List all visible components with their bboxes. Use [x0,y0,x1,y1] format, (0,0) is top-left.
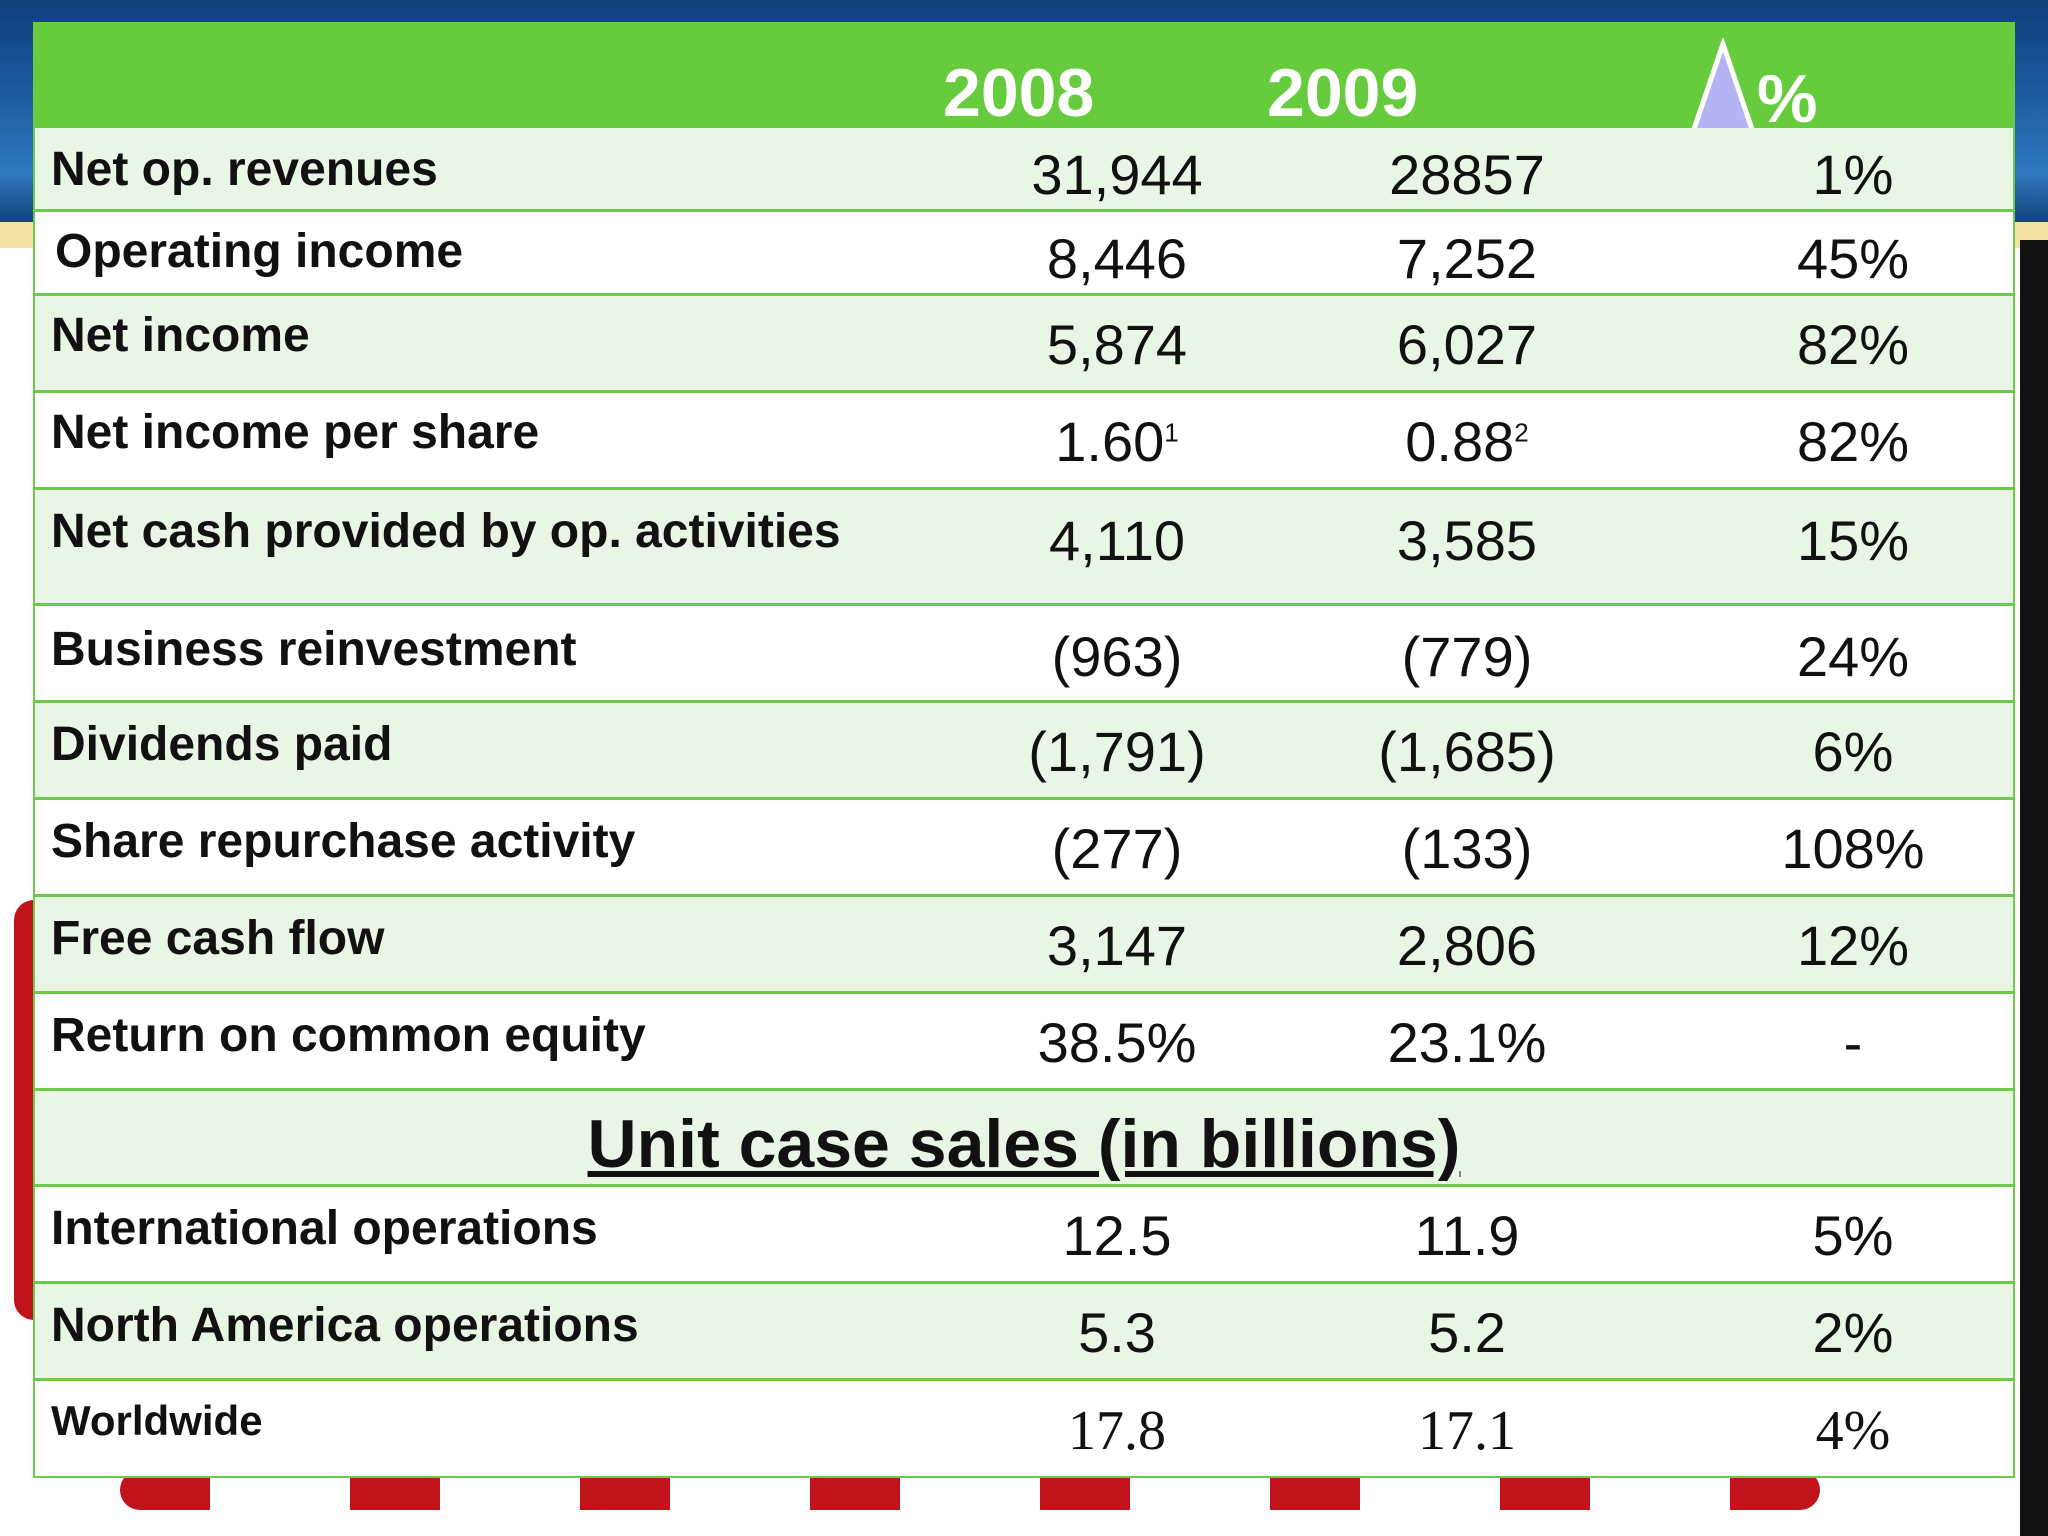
value-2009: 7,252 [1396,227,1538,290]
value-2009: 6,027 [1396,313,1538,376]
value-2008: (277) [1051,817,1183,880]
value-change: 24% [1796,625,1910,688]
row-label: Business reinvestment [51,623,577,676]
value-change: 1% [1812,143,1894,206]
table-row: Business reinvestment (963) (779) 24% [35,606,2013,703]
value-2009: 11.9 [1414,1204,1520,1267]
row-label: Dividends paid [51,718,393,771]
value-2008: 5.3 [1078,1301,1156,1364]
value-change: - [1843,1011,1863,1074]
header-2009: 2009 [1267,55,1419,131]
value-2009: (779) [1401,625,1533,688]
table-row: Operating income 8,446 7,252 45% [35,212,2013,296]
table-row: Net op. revenues 31,944 28857 1% [35,128,2013,212]
value-change: 6% [1812,720,1894,783]
row-label: Net income [51,309,310,362]
slide-background-edge [2020,240,2048,1536]
value-2009: (133) [1401,817,1533,880]
value-2008: 12.5 [1062,1204,1172,1267]
financial-summary-table: 2008 2009 % Net op. revenues 31,944 2885… [33,22,2015,1478]
value-2009: 2,806 [1396,914,1538,977]
table-row: Worldwide 17.8 17.1 4% [35,1381,2013,1476]
value-2008: (1,791) [1028,720,1206,783]
row-label: Worldwide [51,1397,263,1444]
value-2009: (1,685) [1378,720,1556,783]
row-label: Net op. revenues [51,143,438,196]
value-change: 12% [1796,914,1910,977]
table-row: International operations 12.5 11.9 5% [35,1187,2013,1284]
value-2008: 5,874 [1046,313,1188,376]
value-2009: 28857 [1389,143,1545,206]
value-change: 15% [1796,509,1910,572]
value-2008: 1.601 [1055,410,1179,473]
table-row: Return on common equity 38.5% 23.1% - [35,994,2013,1091]
table-row: Net cash provided by op. activities 4,11… [35,490,2013,606]
table-header-row: 2008 2009 % [35,24,2013,137]
value-2009: 17.1 [1418,1400,1516,1462]
value-2008: 31,944 [1031,143,1203,206]
footnote-marker: 1 [1164,417,1179,448]
table-row: Net income per share 1.601 0.882 82% [35,393,2013,490]
value-2009: 0.882 [1405,410,1529,473]
row-label: Operating income [55,225,464,278]
value-2008: 3,147 [1046,914,1188,977]
table-row: North America operations 5.3 5.2 2% [35,1284,2013,1381]
row-label: Return on common equity [51,1009,646,1062]
value-2009: 5.2 [1428,1301,1506,1364]
value-change: 4% [1815,1400,1891,1462]
section-header-row: Unit case sales (in billions) [35,1091,2013,1187]
row-label: Net income per share [51,406,540,459]
delta-triangle-icon [1689,38,1757,135]
row-label: Share repurchase activity [51,815,636,868]
value-change: 82% [1796,313,1910,376]
table-row: Free cash flow 3,147 2,806 12% [35,897,2013,994]
value-2008: 4,110 [1049,509,1185,572]
table-row: Dividends paid (1,791) (1,685) 6% [35,703,2013,800]
value-change: 82% [1796,410,1910,473]
table-row: Net income 5,874 6,027 82% [35,296,2013,393]
header-change-percent: % [1757,61,1818,137]
value-2009: 23.1% [1387,1011,1547,1074]
value-2008: 8,446 [1046,227,1188,290]
row-label: North America operations [51,1299,639,1352]
row-label: Free cash flow [51,912,385,965]
header-2008: 2008 [943,55,1095,131]
value-2008: 17.8 [1068,1400,1166,1462]
value-change: 45% [1796,227,1910,290]
value-2009: 3,585 [1396,509,1538,572]
value-2008: 38.5% [1037,1011,1197,1074]
footnote-marker: 2 [1514,417,1529,448]
value-change: 2% [1812,1301,1894,1364]
row-label: International operations [51,1202,598,1255]
value-2008: (963) [1051,625,1183,688]
section-title: Unit case sales (in billions) [587,1106,1461,1182]
table-row: Share repurchase activity (277) (133) 10… [35,800,2013,897]
row-label: Net cash provided by op. activities [51,505,841,558]
value-change: 108% [1781,817,1925,880]
value-change: 5% [1812,1204,1894,1267]
